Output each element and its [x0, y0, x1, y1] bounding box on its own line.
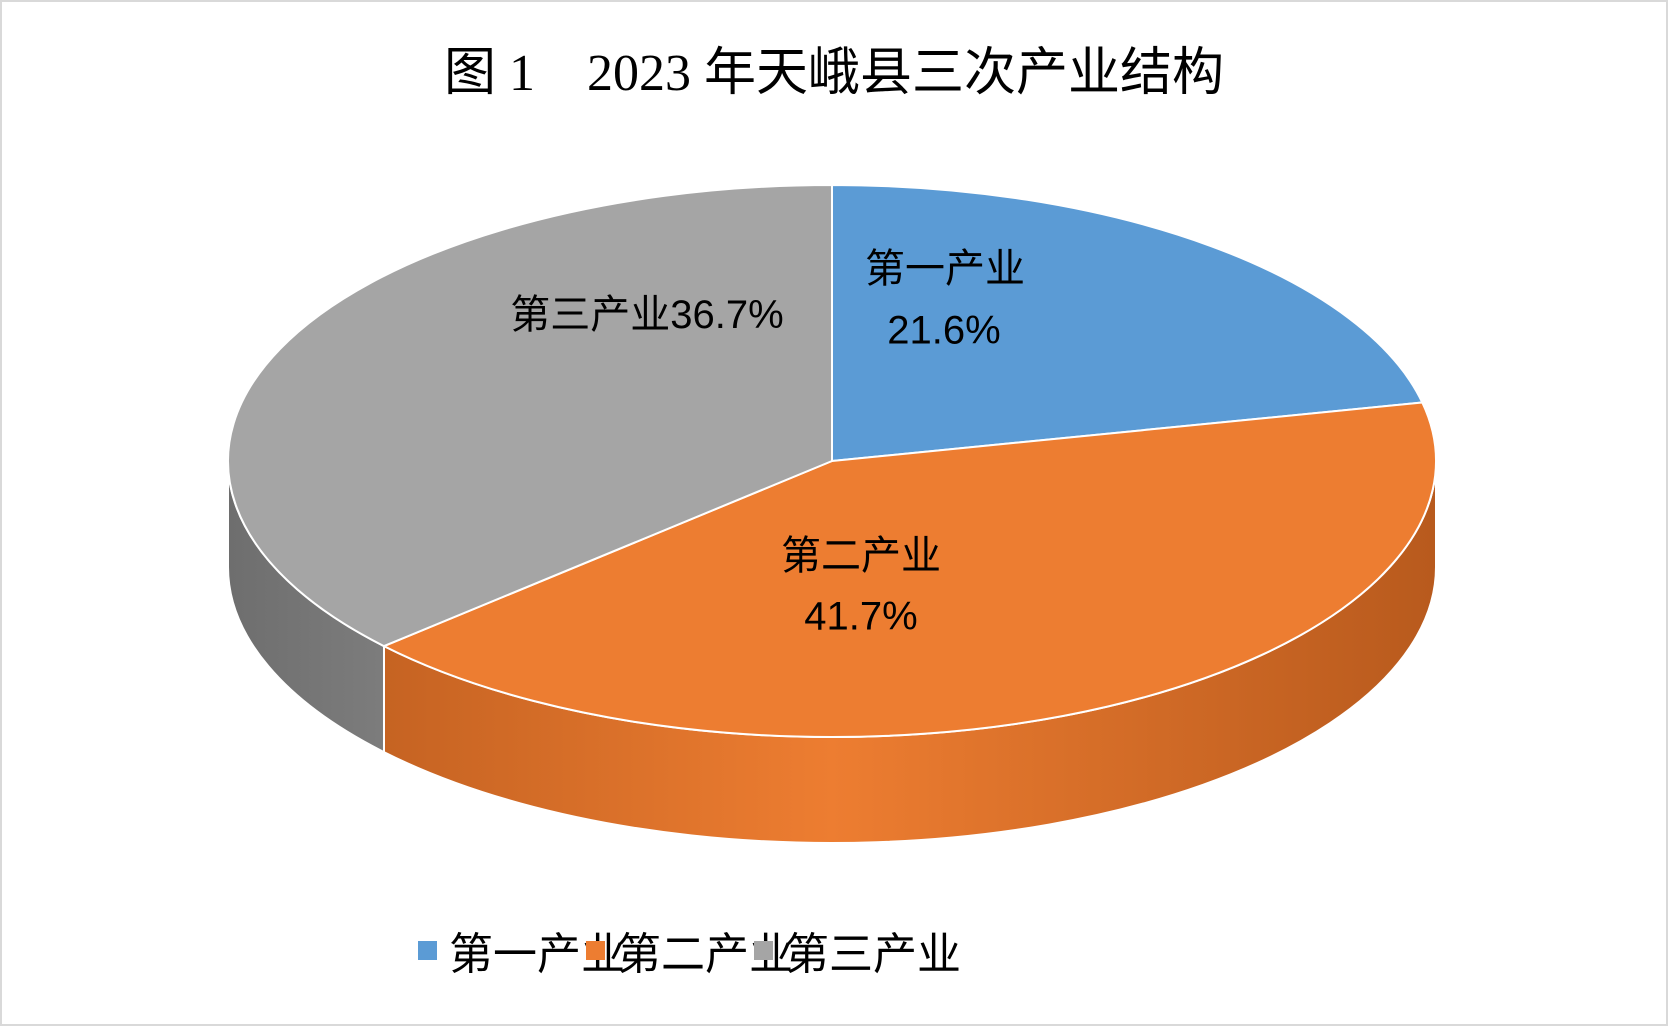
legend-swatch-3: [754, 940, 773, 960]
legend: 第一产业 第二产业 第三产业: [0, 920, 1668, 980]
pie-slice-2: [381, 401, 1437, 738]
pie-slice-1: [831, 183, 1424, 463]
data-label-category-2: 第二产业: [781, 533, 941, 579]
data-label-value-3: 36.7%: [670, 293, 784, 337]
data-label-value-1: 21.6%: [887, 308, 1001, 353]
legend-label-3: 第三产业: [785, 929, 961, 980]
data-label-category-3: 第三产业: [510, 292, 671, 338]
data-label-3: 第三产业36.7%: [510, 282, 783, 340]
legend-item-3: 第三产业: [754, 920, 961, 980]
data-label-value-2: 41.7%: [804, 594, 918, 639]
legend-swatch-2: [586, 940, 605, 960]
data-label-category-1: 第一产业: [865, 246, 1025, 292]
chart-title: 图 1 2023 年天峨县三次产业结构: [443, 45, 1224, 102]
legend-swatch-1: [418, 940, 437, 960]
pie-slice-3: [227, 183, 833, 648]
